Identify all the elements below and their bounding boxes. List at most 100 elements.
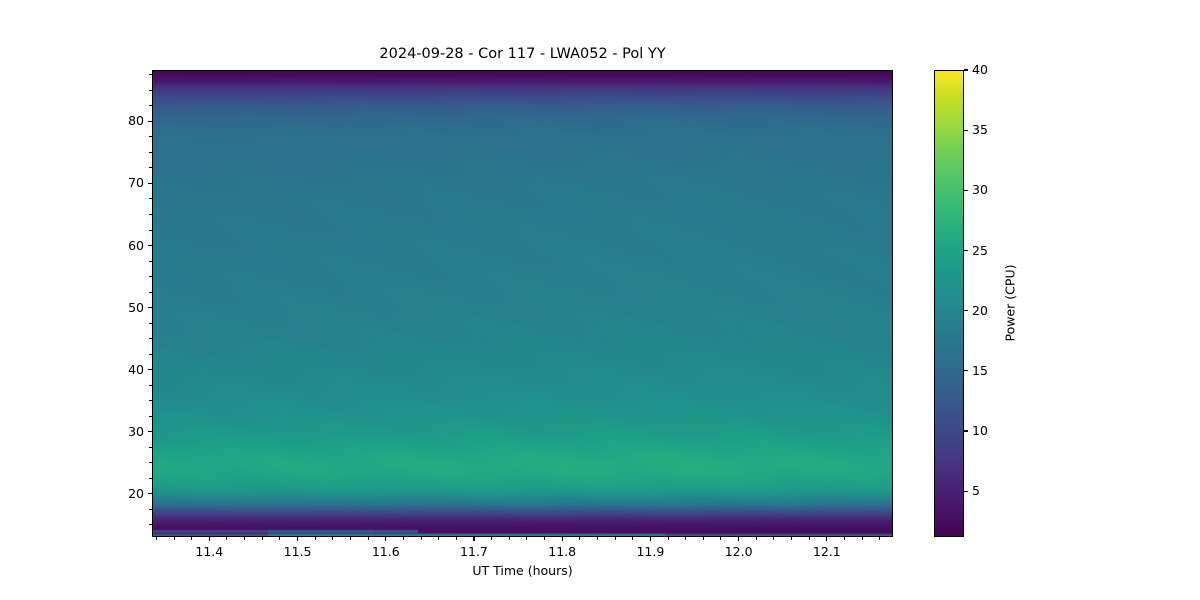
tick-mark [149, 136, 152, 138]
tick-mark [149, 446, 152, 448]
tick-mark [149, 477, 152, 479]
tick-mark [149, 322, 152, 324]
tick-mark [702, 537, 704, 540]
tick-mark [826, 537, 828, 542]
tick-mark [843, 537, 845, 540]
tick-mark [149, 167, 152, 169]
colorbar-gradient [935, 71, 963, 536]
y-tick-label: 40 [128, 361, 144, 377]
tick-mark [964, 189, 969, 191]
dynamic-spectrum-image [153, 71, 892, 536]
tick-mark [879, 537, 881, 540]
tick-mark [526, 537, 528, 540]
tick-mark [964, 69, 969, 71]
x-tick-label: 12.1 [812, 544, 841, 559]
tick-mark [473, 537, 475, 542]
tick-mark [332, 537, 334, 540]
tick-mark [720, 537, 722, 540]
tick-mark [208, 537, 210, 542]
x-tick-label: 11.5 [283, 544, 312, 559]
y-tick-label: 50 [128, 299, 144, 315]
tick-mark [367, 537, 369, 540]
tick-mark [191, 537, 193, 540]
y-tick-label: 70 [128, 175, 144, 191]
tick-mark [544, 537, 546, 540]
tick-mark [149, 353, 152, 355]
tick-mark [147, 430, 152, 433]
x-axis-label: UT Time (hours) [472, 563, 573, 578]
tick-mark [147, 492, 152, 495]
tick-mark [149, 508, 152, 510]
colorbar-tick-label: 20 [972, 302, 988, 318]
tick-mark [226, 537, 228, 540]
tick-mark [149, 524, 152, 526]
x-tick-label: 11.6 [371, 544, 400, 559]
tick-mark [349, 537, 351, 540]
colorbar-tick-label: 40 [972, 62, 988, 77]
tick-mark [964, 249, 969, 252]
x-tick-label: 11.8 [548, 544, 577, 559]
x-tick-label: 11.4 [195, 544, 224, 559]
tick-mark [244, 537, 246, 540]
tick-mark [149, 214, 152, 215]
tick-mark [632, 537, 634, 540]
tick-mark [147, 182, 152, 185]
colorbar-tick-label: 25 [972, 242, 988, 258]
tick-mark [314, 537, 316, 540]
tick-mark [147, 120, 152, 123]
tick-mark [508, 537, 510, 540]
tick-mark [964, 129, 969, 131]
tick-mark [147, 368, 152, 371]
tick-mark [149, 384, 152, 386]
colorbar-tick-label: 35 [972, 122, 988, 138]
tick-mark [149, 260, 152, 262]
tick-mark [964, 310, 969, 312]
colorbar-tick-label: 5 [972, 483, 980, 499]
y-tick-label: 60 [128, 237, 144, 253]
tick-mark [491, 537, 493, 540]
tick-mark [861, 537, 863, 540]
x-tick-label: 12.0 [724, 544, 753, 559]
tick-mark [296, 537, 299, 542]
tick-mark [149, 105, 152, 107]
tick-mark [261, 537, 263, 540]
tick-mark [667, 537, 669, 540]
tick-mark [279, 537, 281, 540]
y-tick-label: 30 [128, 423, 144, 439]
tick-mark [964, 430, 969, 432]
tick-mark [773, 537, 775, 540]
colorbar-label: Power (CPU) [1002, 264, 1018, 342]
tick-mark [649, 537, 651, 542]
tick-mark [149, 229, 152, 231]
colorbar-tick-label: 10 [972, 423, 988, 439]
dynamic-spectrum-axes[interactable] [152, 70, 893, 537]
tick-mark [385, 537, 387, 542]
tick-mark [147, 306, 152, 309]
colorbar[interactable] [934, 70, 964, 537]
x-tick-label: 11.7 [460, 544, 488, 559]
tick-mark [738, 537, 740, 542]
tick-mark [420, 537, 422, 540]
tick-mark [579, 537, 581, 540]
tick-mark [614, 537, 616, 540]
tick-mark [808, 537, 810, 540]
tick-mark [149, 151, 152, 153]
tick-mark [596, 537, 598, 540]
tick-mark [964, 370, 969, 372]
tick-mark [964, 490, 969, 492]
tick-mark [149, 89, 152, 91]
tick-mark [155, 537, 157, 540]
tick-mark [149, 276, 152, 278]
tick-mark [561, 537, 563, 542]
page-title: 2024-09-28 - Cor 117 - LWA052 - Pol YY [379, 46, 666, 62]
y-tick-label: 20 [128, 485, 144, 501]
x-tick-label: 11.9 [636, 544, 665, 559]
tick-mark [149, 198, 152, 200]
y-tick-label: 80 [128, 113, 144, 129]
tick-mark [149, 291, 152, 293]
tick-mark [149, 74, 152, 76]
colorbar-tick-label: 30 [972, 182, 988, 198]
tick-mark [791, 537, 793, 540]
tick-mark [149, 462, 152, 464]
